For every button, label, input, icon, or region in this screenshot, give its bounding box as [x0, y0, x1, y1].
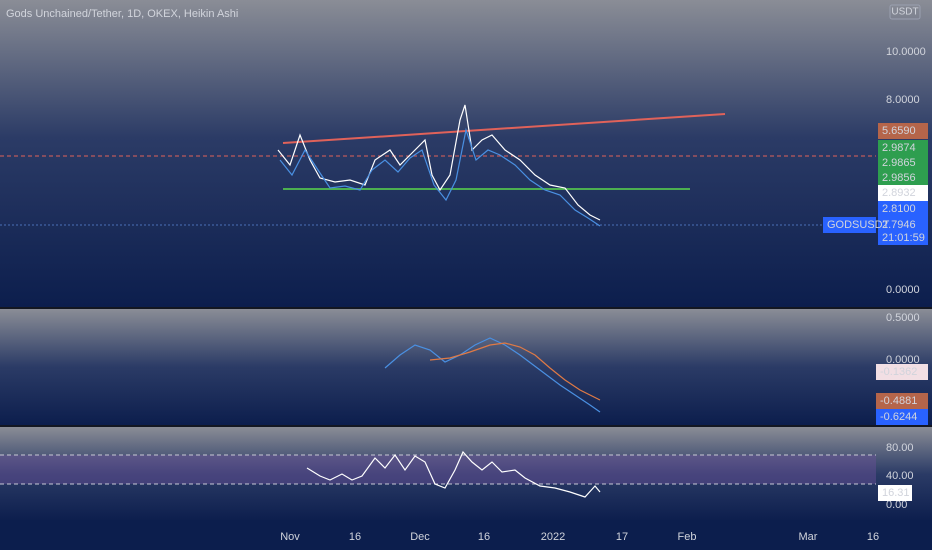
rsi-band [0, 455, 876, 484]
price-badge: 2.8100 [882, 203, 916, 215]
price-badge: 2.8932 [882, 187, 916, 199]
resistance-line [282, 113, 726, 144]
time-tick-label: Feb [678, 531, 697, 543]
countdown: 21:01:59 [882, 232, 925, 244]
price-tick-label: 0.0000 [886, 284, 920, 296]
macd-badge-bg [876, 393, 928, 409]
macd-tick-label: 0.0000 [886, 354, 920, 366]
price-badge-bg [878, 217, 928, 233]
price-badge: 2.9856 [882, 172, 916, 184]
price-badge: 2.7946 [882, 219, 916, 231]
macd-badge: -0.6244 [880, 411, 917, 423]
ui-layer: Gods Unchained/Tether, 1D, OKEX, Heikin … [6, 4, 928, 543]
signal-line [429, 342, 601, 401]
macd-badge: -0.1362 [880, 366, 917, 378]
rsi-badge: 16.31 [882, 487, 910, 499]
rsi-tick-label: 0.00 [886, 499, 907, 511]
price-badge-bg [878, 123, 928, 139]
price-pane [0, 0, 932, 307]
macd-badge-bg [876, 409, 928, 425]
time-tick-label: 16 [478, 531, 490, 543]
macd-badge-bg [876, 364, 928, 380]
price-badge: 5.6590 [882, 125, 916, 137]
chart-title: Gods Unchained/Tether, 1D, OKEX, Heikin … [6, 8, 238, 20]
symbol-badge: GODSUSDT [827, 219, 890, 231]
price-badge-bg [878, 201, 928, 217]
time-tick-label: 2022 [541, 531, 565, 543]
price-badge-bg [878, 140, 928, 156]
macd-line [384, 337, 601, 413]
time-tick-label: 16 [867, 531, 879, 543]
time-tick-label: 17 [616, 531, 628, 543]
macd-tick-label: 0.5000 [886, 312, 920, 324]
price-badge-bg [878, 185, 928, 201]
time-axis [0, 521, 932, 550]
time-tick-label: 16 [349, 531, 361, 543]
currency-label: USDT [891, 7, 918, 18]
price-candles [277, 104, 601, 221]
rsi-tick-label: 40.00 [886, 470, 914, 482]
rsi-pane [0, 427, 932, 521]
price-tick-label: 10.0000 [886, 46, 926, 58]
price-badge-bg [878, 155, 928, 171]
price-badge: 2.9874 [882, 142, 916, 154]
macd-pane [0, 309, 932, 425]
time-tick-label: Dec [410, 531, 430, 543]
rsi-line [306, 450, 601, 498]
price-candles-down [279, 127, 601, 227]
price-badge: 2.9865 [882, 157, 916, 169]
symbol-badge-bg [823, 217, 876, 233]
time-tick-label: Mar [799, 531, 818, 543]
price-tick-label: 8.0000 [886, 94, 920, 106]
currency-box [889, 4, 921, 20]
price-badge-bg [878, 170, 928, 186]
rsi-tick-label: 80.00 [886, 442, 914, 454]
rsi-badge-bg [878, 485, 912, 501]
macd-badge: -0.4881 [880, 395, 917, 407]
countdown-bg [878, 230, 928, 245]
time-tick-label: Nov [280, 531, 300, 543]
